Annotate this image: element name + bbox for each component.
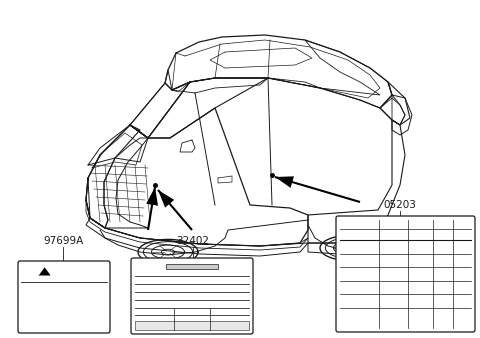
Polygon shape bbox=[275, 176, 294, 188]
FancyBboxPatch shape bbox=[131, 258, 253, 334]
FancyBboxPatch shape bbox=[18, 261, 110, 333]
Text: 05203: 05203 bbox=[384, 200, 417, 210]
Text: 32402: 32402 bbox=[177, 236, 209, 246]
Polygon shape bbox=[38, 267, 51, 275]
Text: 97699A: 97699A bbox=[43, 236, 83, 246]
Polygon shape bbox=[158, 190, 174, 208]
Bar bbox=[135, 321, 249, 330]
FancyBboxPatch shape bbox=[336, 216, 475, 332]
Polygon shape bbox=[146, 187, 158, 206]
Bar bbox=[166, 264, 218, 269]
